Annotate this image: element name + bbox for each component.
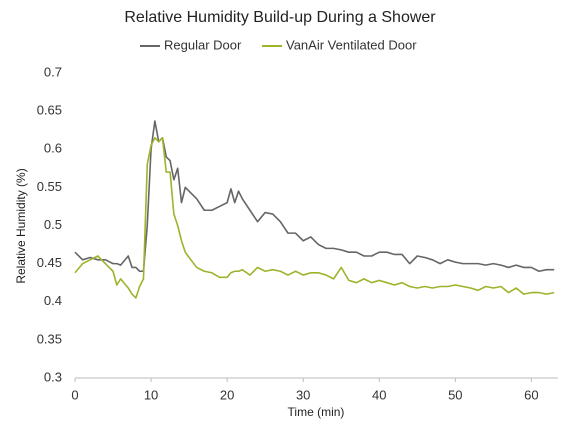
y-tick-label: 0.65 (37, 103, 62, 118)
series-line (74, 137, 555, 299)
y-tick-label: 0.55 (37, 179, 62, 194)
x-tick-label: 20 (220, 387, 234, 402)
y-tick-label: 0.4 (44, 293, 62, 308)
y-tick-label: 0.35 (37, 331, 62, 346)
y-axis-label: Relative Humidity (%) (14, 168, 28, 283)
x-tick-label: 40 (372, 387, 386, 402)
y-tick-label: 0.3 (44, 369, 62, 384)
y-tick-label: 0.7 (44, 64, 62, 79)
y-tick-label: 0.45 (37, 255, 62, 270)
y-tick-label: 0.5 (44, 217, 62, 232)
legend-label: VanAir Ventilated Door (286, 37, 417, 52)
y-tick-label: 0.6 (44, 141, 62, 156)
x-tick-label: 10 (144, 387, 158, 402)
x-tick-label: 30 (296, 387, 310, 402)
x-axis-label: Time (min) (288, 405, 345, 419)
chart-title: Relative Humidity Build-up During a Show… (124, 9, 436, 26)
x-tick-label: 60 (524, 387, 538, 402)
x-tick-label: 0 (71, 387, 78, 402)
x-tick-label: 50 (448, 387, 462, 402)
legend-label: Regular Door (164, 37, 242, 52)
